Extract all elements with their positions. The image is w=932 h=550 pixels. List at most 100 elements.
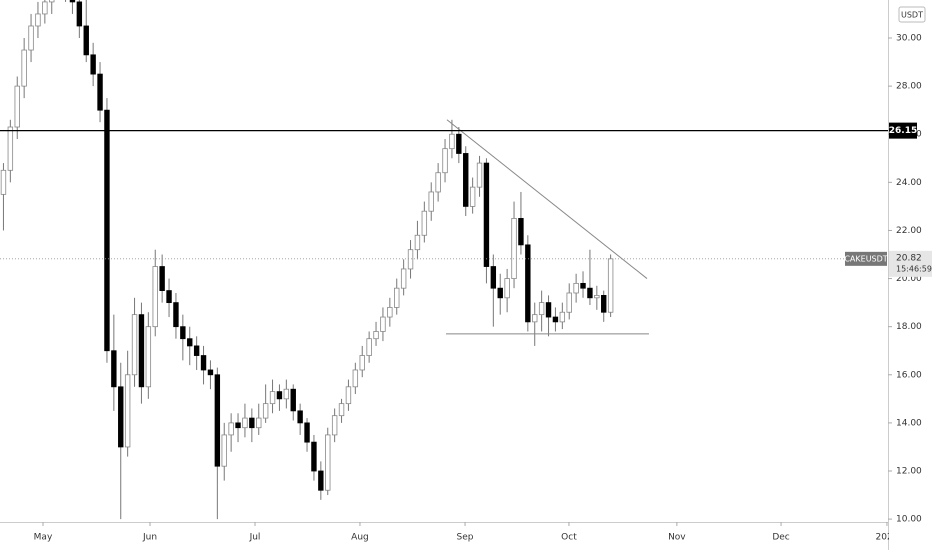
- candle-body: [173, 302, 179, 328]
- y-tick-label: 22.00: [896, 226, 922, 236]
- x-tick-label: Oct: [561, 533, 577, 543]
- candle-body: [97, 73, 103, 111]
- candle-body: [594, 294, 600, 299]
- y-tick-label: 30.00: [896, 34, 922, 44]
- candle-body: [538, 302, 545, 316]
- candle-body: [352, 369, 359, 388]
- x-tick-label: 2022: [876, 533, 899, 543]
- candle-body: [345, 386, 352, 405]
- candle-body: [14, 85, 20, 128]
- candle-body: [256, 417, 262, 429]
- candle-body: [552, 316, 559, 323]
- candle-body: [511, 218, 517, 279]
- symbol-tag: [845, 251, 887, 266]
- candle-body: [35, 13, 41, 27]
- candle-body: [297, 410, 303, 424]
- candle-body: [76, 1, 83, 27]
- candle-body: [200, 355, 207, 371]
- candle-body: [283, 388, 290, 400]
- candle-body: [69, 0, 76, 3]
- x-tick-label: Dec: [772, 533, 789, 543]
- x-tick-label: Jul: [249, 533, 261, 543]
- candle-body: [242, 417, 248, 429]
- candle-body: [580, 282, 586, 289]
- candle-body: [42, 1, 48, 15]
- y-tick-label: 24.00: [896, 178, 922, 188]
- candle-body: [290, 388, 296, 412]
- y-tick-label: 10.00: [896, 515, 922, 525]
- candle-body: [152, 266, 158, 328]
- level-label: 26.15: [889, 126, 917, 136]
- candle-body: [573, 282, 579, 294]
- candle-body: [118, 386, 124, 448]
- candle-body: [525, 244, 531, 323]
- candle-body: [400, 268, 407, 289]
- candle-body: [414, 234, 421, 251]
- candle-body: [207, 369, 214, 376]
- candle-body: [214, 374, 221, 467]
- symbol-label: CAKEUSDT: [844, 254, 887, 263]
- currency-box: [898, 6, 926, 23]
- y-tick-label: 16.00: [896, 370, 922, 380]
- plot-area: [0, 0, 888, 520]
- countdown-label: 15:46:59: [896, 264, 932, 273]
- time-axis-panel: [0, 522, 888, 550]
- x-tick-label: May: [34, 533, 53, 543]
- candle-body: [394, 287, 400, 308]
- price-axis-corner: [889, 523, 932, 550]
- x-tick-label: Sep: [457, 533, 474, 543]
- candle-body: [380, 316, 386, 332]
- candle-body: [359, 355, 365, 371]
- y-tick-label: 12.00: [896, 467, 922, 477]
- candle-body: [7, 126, 14, 171]
- x-tick-label: Jun: [142, 533, 157, 543]
- candle-body: [21, 49, 27, 87]
- candle-body: [193, 345, 200, 356]
- candle-body: [269, 391, 276, 405]
- candle-body: [311, 441, 317, 472]
- candle-body: [373, 331, 379, 340]
- candle-body: [0, 169, 7, 195]
- last-price-label: 20.82: [896, 253, 922, 263]
- candle-body: [490, 266, 497, 289]
- candle-body: [559, 311, 566, 323]
- candle-body: [449, 133, 455, 150]
- candle-body: [228, 422, 234, 436]
- candle-body: [607, 258, 614, 313]
- candle-body: [318, 470, 324, 491]
- candle-body: [235, 422, 241, 429]
- candle-body: [221, 434, 227, 467]
- candle-body: [532, 314, 538, 323]
- candle-body: [49, 0, 55, 3]
- candle-body: [435, 172, 441, 193]
- trend-line: [446, 119, 648, 279]
- candle-body: [387, 307, 393, 318]
- candle-body: [262, 403, 269, 419]
- candle-body: [483, 162, 490, 267]
- candle-body: [131, 314, 138, 376]
- candle-body: [407, 249, 414, 270]
- candle-body: [331, 415, 338, 436]
- y-tick-label: 28.00: [896, 82, 922, 92]
- y-tick-label: 20.00: [896, 274, 922, 284]
- candle-body: [111, 350, 117, 388]
- y-tick-label: 18.00: [896, 322, 922, 332]
- candle-body: [187, 338, 193, 347]
- candle-body: [276, 391, 283, 400]
- candle-body: [104, 109, 110, 352]
- candle-body: [28, 25, 34, 51]
- candle-body: [304, 422, 310, 443]
- candle-body: [249, 417, 255, 429]
- currency-label: USDT: [901, 11, 923, 20]
- candle-body: [504, 278, 510, 299]
- candle-body: [497, 287, 503, 299]
- candle-body: [83, 25, 89, 56]
- candle-body: [456, 133, 462, 154]
- candle-body: [463, 153, 469, 207]
- candle-body: [566, 292, 572, 313]
- candle-body: [601, 294, 607, 313]
- y-tick-label: 14.00: [896, 418, 922, 428]
- candle-body: [518, 218, 524, 246]
